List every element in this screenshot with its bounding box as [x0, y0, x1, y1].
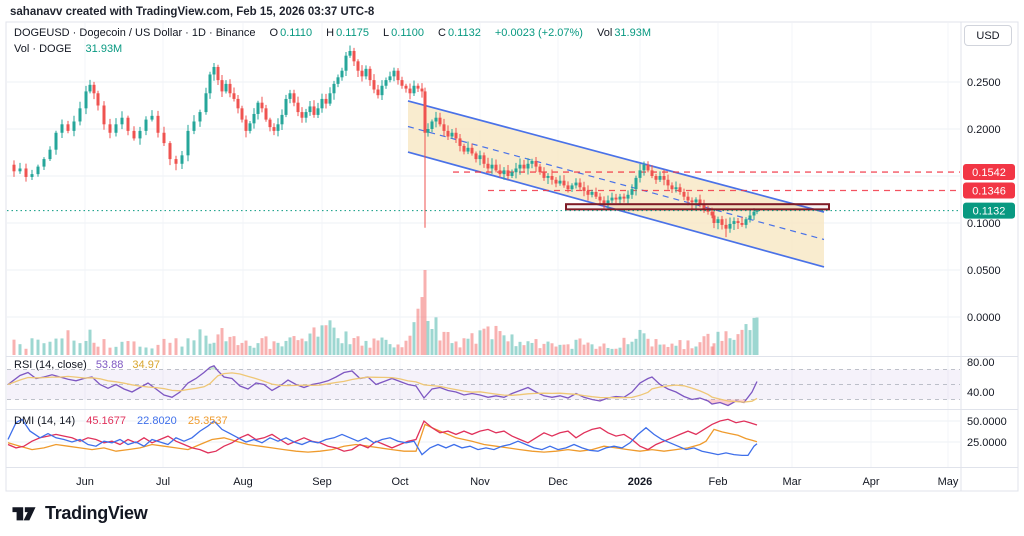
- pane-separators: [6, 356, 1018, 468]
- rsi-pane: [7, 365, 960, 407]
- volume-value: 31.93M: [614, 27, 652, 39]
- rsi-line: [7, 365, 758, 407]
- svg-text:Nov: Nov: [470, 476, 490, 488]
- dmi-plus-di-value: 22.8020: [137, 415, 177, 427]
- resistance-levels: [453, 171, 960, 192]
- low-label: L: [383, 27, 390, 39]
- low-value: 0.1100: [391, 27, 424, 39]
- dmi-adx-value: 25.3537: [187, 415, 228, 427]
- currency-toggle-button[interactable]: USD: [964, 25, 1012, 46]
- svg-text:Mar: Mar: [783, 476, 802, 488]
- svg-text:Aug: Aug: [233, 476, 253, 488]
- channel-upper-line: [407, 100, 825, 213]
- symbol-title: DOGEUSD · Dogecoin / US Dollar · 1D · Bi…: [14, 27, 256, 39]
- svg-text:0.1132: 0.1132: [973, 206, 1006, 218]
- svg-text:25.0000: 25.0000: [967, 437, 1007, 449]
- close-value: 0.1132: [447, 27, 481, 39]
- rsi-ma-value: 34.97: [132, 359, 160, 371]
- dmi-legend[interactable]: DMI (14, 14) 45.1677 22.8020 25.3537: [14, 415, 228, 427]
- svg-text:0.1346: 0.1346: [972, 185, 1006, 197]
- volume-series-label: Vol · DOGE: [14, 43, 72, 55]
- svg-text:0.1000: 0.1000: [967, 218, 1001, 230]
- tradingview-logo-text: TradingView: [45, 502, 148, 523]
- time-axis: Jun Jul Aug Sep Oct Nov Dec 2026 Feb Mar Apr May: [76, 476, 959, 488]
- volume-label: Vol: [597, 27, 613, 39]
- price-badge: [963, 182, 1015, 199]
- candles: [12, 45, 759, 238]
- plus-di-line: [7, 418, 758, 457]
- svg-text:Oct: Oct: [391, 476, 408, 488]
- dmi-minus-di-value: 45.1677: [86, 415, 126, 427]
- channel-fill: [408, 100, 824, 267]
- open-label: O: [269, 27, 279, 39]
- channel-mid-line: [407, 125, 825, 241]
- svg-text:Sep: Sep: [312, 476, 332, 488]
- svg-text:0.2000: 0.2000: [967, 124, 1001, 136]
- svg-text:0.0500: 0.0500: [967, 265, 1001, 277]
- svg-text:Jul: Jul: [156, 476, 170, 488]
- svg-text:0.0000: 0.0000: [967, 312, 1001, 324]
- price-badge: [963, 202, 1015, 219]
- rsi-label: RSI (14, close): [14, 359, 87, 371]
- price-badge: [963, 164, 1015, 181]
- tradingview-logo-icon: [12, 507, 36, 521]
- volume-bars: [12, 270, 759, 355]
- svg-text:50.0000: 50.0000: [967, 416, 1007, 428]
- symbol-legend[interactable]: DOGEUSD · Dogecoin / US Dollar · 1D · Bi…: [14, 27, 653, 39]
- svg-text:May: May: [938, 476, 959, 488]
- rsi-ma-line: [7, 372, 758, 403]
- svg-text:2026: 2026: [628, 476, 652, 488]
- change-value: +0.0023 (+2.07%): [494, 27, 583, 39]
- attribution-text: sahanavv created with TradingView.com, F…: [10, 6, 375, 18]
- svg-text:Dec: Dec: [548, 476, 568, 488]
- svg-text:Jun: Jun: [76, 476, 94, 488]
- svg-text:Feb: Feb: [709, 476, 728, 488]
- rsi-value: 53.88: [95, 359, 124, 371]
- tradingview-logo[interactable]: TradingView: [10, 499, 148, 527]
- svg-text:0.2500: 0.2500: [967, 77, 1001, 89]
- minus-di-line: [7, 418, 758, 454]
- grid-lines: [5, 21, 1019, 492]
- svg-text:0.1542: 0.1542: [972, 167, 1006, 179]
- support-resistance-box: [565, 203, 830, 211]
- price-axis: 0.25000.20000.15000.10000.05000.000080.0…: [960, 22, 1015, 491]
- dmi-label: DMI (14, 14): [14, 415, 76, 427]
- high-value: 0.1175: [336, 27, 369, 39]
- volume-series-value: 31.93M: [85, 43, 123, 55]
- open-value: 0.1110: [280, 27, 313, 39]
- dmi-pane: [7, 418, 758, 457]
- svg-text:Apr: Apr: [862, 476, 879, 488]
- rsi-legend[interactable]: RSI (14, close) 53.88 34.97: [14, 359, 160, 371]
- highlight-box: [565, 203, 830, 211]
- volume-legend[interactable]: Vol · DOGE 31.93M: [14, 43, 124, 55]
- close-label: C: [438, 27, 446, 39]
- svg-text:80.00: 80.00: [967, 357, 995, 369]
- high-label: H: [326, 27, 335, 39]
- svg-text:40.00: 40.00: [967, 387, 995, 399]
